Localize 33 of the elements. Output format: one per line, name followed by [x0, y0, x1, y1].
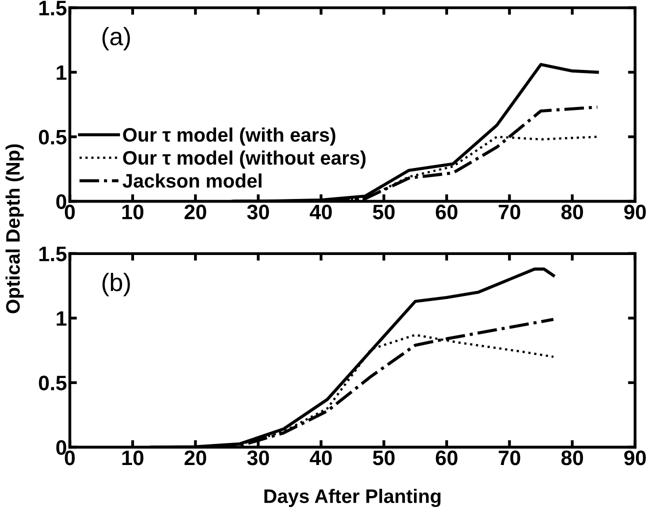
x-tick-label: 40	[310, 450, 332, 466]
x-tick-label: 30	[247, 204, 269, 220]
y-tick-label: 0.5	[38, 130, 66, 145]
x-tick-label: 20	[184, 204, 206, 220]
x-tick-label: 60	[436, 450, 458, 466]
x-tick-label: 80	[561, 204, 584, 220]
legend-label: Jackson model	[122, 173, 262, 188]
annotation: (a)	[102, 27, 130, 50]
x-tick-label: 60	[436, 204, 458, 220]
y-tick-label: 1	[56, 311, 66, 326]
annotation: (b)	[102, 272, 130, 296]
y-tick-label: 0.5	[38, 376, 66, 390]
x-tick-label: 30	[247, 450, 269, 466]
x-tick-label: 50	[372, 204, 395, 220]
y-tick-label: 0	[56, 440, 66, 455]
y-tick-label: 1	[56, 65, 66, 80]
x-tick-label: 20	[184, 450, 206, 466]
x-tick-label: 90	[624, 204, 646, 220]
legend-label: Our τ model (with ears)	[123, 127, 336, 146]
y-tick-label: 0	[56, 194, 66, 210]
x-tick-label: 50	[372, 450, 395, 466]
y-tick-label: 1.5	[39, 246, 66, 262]
x-tick-label: 40	[310, 204, 332, 220]
x-tick-label: 70	[498, 450, 520, 466]
x-axis-title: Days After Planting	[264, 488, 440, 508]
x-tick-label: 90	[624, 450, 646, 466]
x-tick-label: 80	[561, 450, 584, 466]
legend-label: Our τ model (without ears)	[123, 150, 366, 169]
x-tick-label: 10	[122, 450, 144, 466]
y-tick-label: 1.5	[39, 0, 66, 16]
x-tick-label: 70	[498, 204, 520, 220]
x-tick-label: 10	[122, 204, 144, 220]
y-axis-title: Optical Depth (Np)	[6, 144, 24, 314]
